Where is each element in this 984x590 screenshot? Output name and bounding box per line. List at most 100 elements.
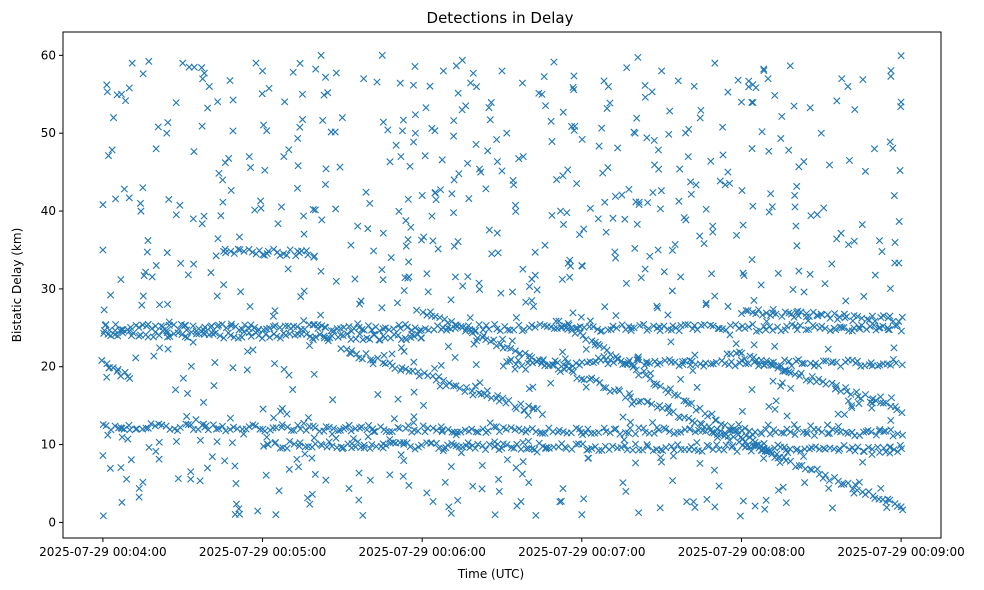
detection-point	[379, 229, 387, 237]
detection-point	[503, 129, 511, 137]
detection-point	[340, 425, 348, 433]
detection-point	[855, 400, 863, 408]
detection-point	[692, 181, 700, 189]
detection-point	[602, 427, 610, 436]
detection-point	[296, 123, 304, 131]
detection-point	[254, 507, 262, 515]
detection-point	[644, 324, 653, 333]
detection-point	[104, 431, 112, 439]
detection-point	[490, 336, 498, 344]
detection-point	[276, 444, 284, 452]
detection-point	[311, 424, 319, 432]
detection-point	[774, 269, 782, 277]
detection-point	[739, 497, 747, 505]
detection-point	[872, 396, 880, 405]
detection-point	[129, 329, 137, 337]
detection-point	[411, 111, 420, 119]
detection-point	[99, 246, 107, 254]
detection-point	[234, 245, 242, 253]
detection-point	[245, 423, 253, 431]
detection-point	[196, 477, 204, 485]
detection-point	[212, 425, 221, 433]
detection-point	[583, 446, 591, 454]
detection-point	[519, 438, 527, 447]
detection-point	[328, 332, 336, 340]
detection-point	[322, 476, 330, 484]
detection-point	[411, 324, 419, 332]
detection-point	[854, 443, 862, 451]
detection-point	[504, 326, 512, 334]
detection-point	[739, 269, 747, 277]
detection-point	[451, 321, 459, 329]
detection-point	[519, 458, 527, 466]
detection-point	[163, 329, 171, 337]
detection-point	[379, 118, 387, 126]
detection-point	[885, 326, 893, 334]
detection-point	[218, 422, 227, 430]
detection-point	[114, 332, 122, 340]
detection-point	[439, 67, 448, 75]
detection-point	[852, 388, 861, 396]
detection-point	[662, 425, 670, 433]
detection-point	[619, 479, 627, 487]
detection-point	[786, 428, 795, 436]
detection-point	[758, 128, 766, 136]
detection-point	[806, 377, 814, 385]
detection-point	[491, 320, 499, 329]
detection-point	[305, 341, 314, 350]
detection-point	[294, 134, 302, 143]
detection-point	[429, 237, 437, 245]
detection-point	[124, 435, 132, 443]
detection-point	[633, 220, 641, 228]
detection-point	[397, 152, 405, 161]
detection-point	[713, 425, 721, 433]
detection-point	[557, 497, 565, 505]
detection-point	[390, 415, 398, 423]
detection-point	[444, 425, 452, 434]
detection-point	[280, 152, 288, 161]
detection-point	[285, 371, 293, 379]
detection-point	[736, 512, 744, 520]
detection-point	[765, 208, 773, 216]
detection-point	[564, 359, 572, 367]
detection-point	[117, 90, 126, 98]
detection-point	[735, 420, 743, 429]
detection-point	[492, 342, 501, 350]
detection-point	[452, 442, 460, 450]
detection-point	[790, 421, 798, 429]
detection-point	[819, 474, 827, 482]
detection-point	[518, 427, 526, 435]
detection-point	[243, 366, 251, 374]
detection-point	[850, 324, 858, 332]
detection-point	[737, 309, 746, 318]
detection-point	[395, 424, 404, 433]
detection-point	[325, 423, 333, 431]
detection-point	[508, 337, 516, 345]
detection-point	[320, 334, 329, 342]
detection-point	[458, 56, 466, 64]
detection-point	[454, 89, 462, 97]
detection-point	[577, 375, 586, 383]
detection-point	[868, 362, 876, 370]
detection-point	[625, 356, 634, 364]
x-tick-label: 2025-07-29 00:04:00	[39, 545, 166, 559]
detection-point	[625, 429, 633, 437]
detection-point	[172, 437, 181, 446]
detection-point	[401, 274, 409, 282]
detection-point	[789, 285, 797, 294]
detection-point	[550, 58, 558, 66]
detection-point	[347, 427, 355, 435]
detection-point	[388, 428, 396, 436]
detection-point	[858, 458, 867, 466]
detection-point	[800, 288, 808, 296]
detection-point	[752, 441, 761, 449]
detection-point	[232, 479, 240, 488]
detection-point	[410, 332, 418, 340]
detection-point	[158, 421, 166, 429]
detection-point	[145, 57, 153, 65]
detection-point	[733, 447, 741, 456]
detection-point	[550, 324, 558, 333]
detection-point	[347, 347, 356, 355]
detection-point	[422, 104, 430, 112]
detection-point	[549, 361, 557, 369]
